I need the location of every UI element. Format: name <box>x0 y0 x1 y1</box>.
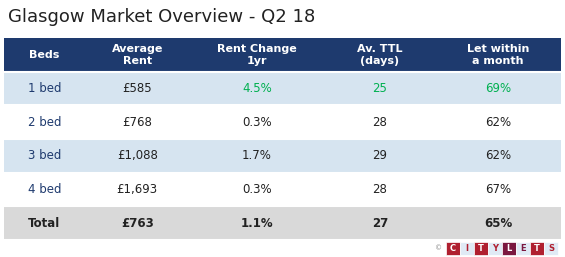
Text: E: E <box>520 244 526 253</box>
Text: 1 bed: 1 bed <box>28 82 61 95</box>
Bar <box>324 206 435 240</box>
Text: 28: 28 <box>372 116 387 129</box>
Bar <box>4 173 85 206</box>
Bar <box>85 206 190 240</box>
Text: 69%: 69% <box>485 82 511 95</box>
Text: Beds: Beds <box>29 50 60 60</box>
Bar <box>4 38 85 72</box>
Bar <box>324 173 435 206</box>
Text: L: L <box>506 244 512 253</box>
Text: T: T <box>534 244 540 253</box>
Text: £585: £585 <box>123 82 152 95</box>
Text: C: C <box>450 244 456 253</box>
Text: I: I <box>466 244 468 253</box>
Text: 1.7%: 1.7% <box>242 149 272 162</box>
Bar <box>85 139 190 173</box>
Bar <box>4 72 85 105</box>
Text: 4.5%: 4.5% <box>242 82 272 95</box>
Bar <box>85 173 190 206</box>
Text: 67%: 67% <box>485 183 511 196</box>
Text: Rent Change
1yr: Rent Change 1yr <box>217 44 297 66</box>
Bar <box>85 72 190 105</box>
Bar <box>190 139 324 173</box>
Bar <box>190 72 324 105</box>
Bar <box>435 139 561 173</box>
Text: 62%: 62% <box>485 149 511 162</box>
Text: 0.3%: 0.3% <box>242 116 272 129</box>
Text: 1.1%: 1.1% <box>241 217 273 230</box>
Bar <box>516 242 530 255</box>
Bar <box>435 38 561 72</box>
Bar <box>435 105 561 139</box>
Text: Av. TTL
(days): Av. TTL (days) <box>357 44 403 66</box>
Bar <box>324 105 435 139</box>
Bar <box>530 242 544 255</box>
Text: Let within
a month: Let within a month <box>467 44 529 66</box>
Text: 0.3%: 0.3% <box>242 183 272 196</box>
Text: 4 bed: 4 bed <box>28 183 61 196</box>
Text: 65%: 65% <box>484 217 512 230</box>
Bar <box>502 242 516 255</box>
Bar <box>435 72 561 105</box>
Text: S: S <box>548 244 554 253</box>
Text: ©: © <box>435 245 442 252</box>
Text: 3 bed: 3 bed <box>28 149 61 162</box>
Bar <box>435 173 561 206</box>
Text: Total: Total <box>28 217 60 230</box>
Bar <box>488 242 502 255</box>
Bar <box>324 72 435 105</box>
Text: Glasgow Market Overview - Q2 18: Glasgow Market Overview - Q2 18 <box>8 8 315 26</box>
Bar <box>474 242 488 255</box>
Text: £1,088: £1,088 <box>117 149 158 162</box>
Bar <box>324 139 435 173</box>
Bar <box>435 206 561 240</box>
Text: 62%: 62% <box>485 116 511 129</box>
Text: £1,693: £1,693 <box>117 183 158 196</box>
Bar <box>85 105 190 139</box>
Text: 28: 28 <box>372 183 387 196</box>
Text: 2 bed: 2 bed <box>28 116 61 129</box>
Bar <box>85 38 190 72</box>
Bar <box>190 206 324 240</box>
Bar <box>190 38 324 72</box>
Bar <box>4 139 85 173</box>
Bar <box>324 38 435 72</box>
Bar <box>446 242 460 255</box>
Text: 25: 25 <box>372 82 387 95</box>
Text: 27: 27 <box>372 217 388 230</box>
Bar <box>460 242 474 255</box>
Bar <box>544 242 558 255</box>
Bar <box>190 173 324 206</box>
Bar <box>4 105 85 139</box>
Text: 29: 29 <box>372 149 388 162</box>
Text: Y: Y <box>492 244 498 253</box>
Bar <box>190 105 324 139</box>
Text: £768: £768 <box>123 116 152 129</box>
Text: Average
Rent: Average Rent <box>111 44 163 66</box>
Text: £763: £763 <box>121 217 154 230</box>
Bar <box>4 206 85 240</box>
Text: T: T <box>478 244 484 253</box>
